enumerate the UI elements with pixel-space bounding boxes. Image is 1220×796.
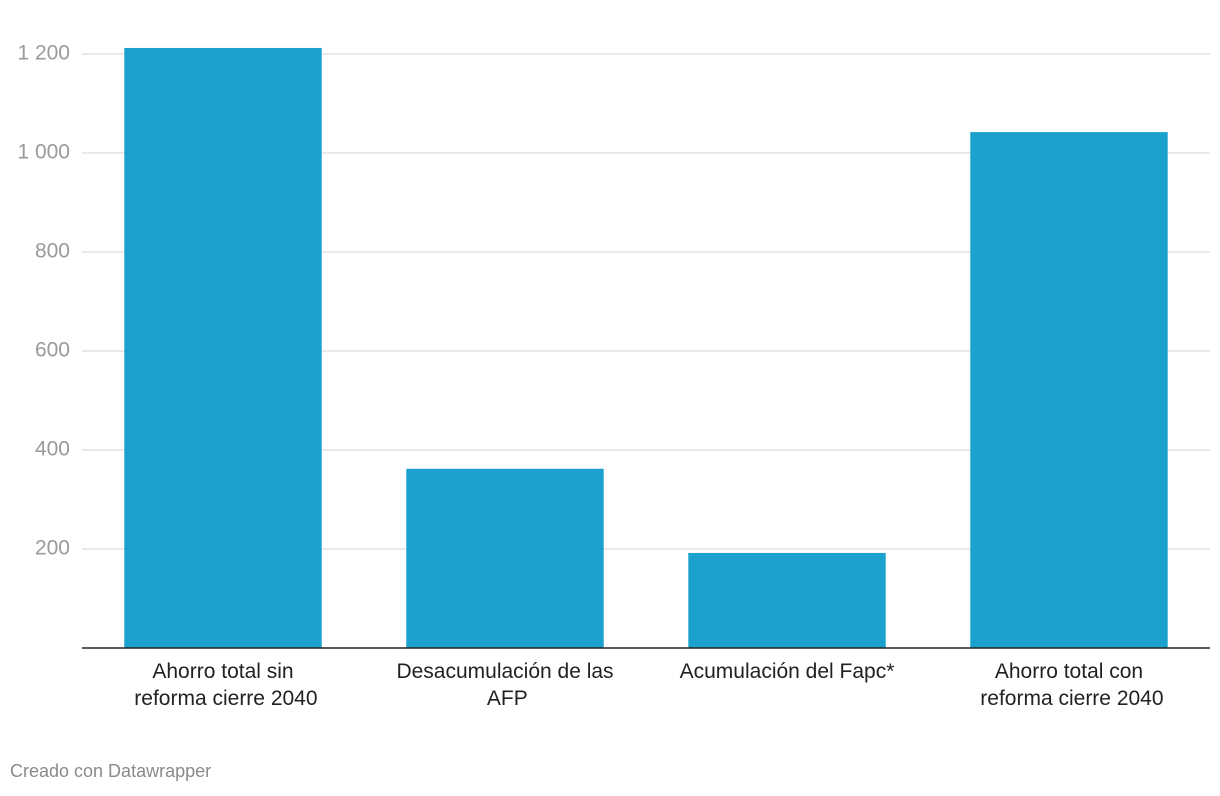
credit: Creado con Datawrapper bbox=[10, 761, 211, 781]
y-tick-label: 200 bbox=[35, 537, 70, 560]
x-tick-label: Ahorro total con reforma cierre 2040 bbox=[974, 660, 1163, 710]
bar bbox=[688, 552, 886, 648]
x-tick-label: Desacumulación de las AFP bbox=[396, 660, 613, 710]
bar bbox=[124, 47, 322, 649]
y-tick-label: 600 bbox=[35, 338, 70, 361]
y-tick-label: 1 000 bbox=[17, 140, 70, 163]
y-tick-label: 1 200 bbox=[17, 41, 70, 64]
y-tick-label: 400 bbox=[35, 438, 70, 461]
x-tick-label: Ahorro total sin reforma cierre 2040 bbox=[128, 660, 317, 710]
bar bbox=[970, 132, 1168, 649]
bar bbox=[406, 468, 604, 648]
x-tick-label: Acumulación del Fapc* bbox=[680, 660, 895, 683]
y-tick-label: 800 bbox=[35, 239, 70, 262]
